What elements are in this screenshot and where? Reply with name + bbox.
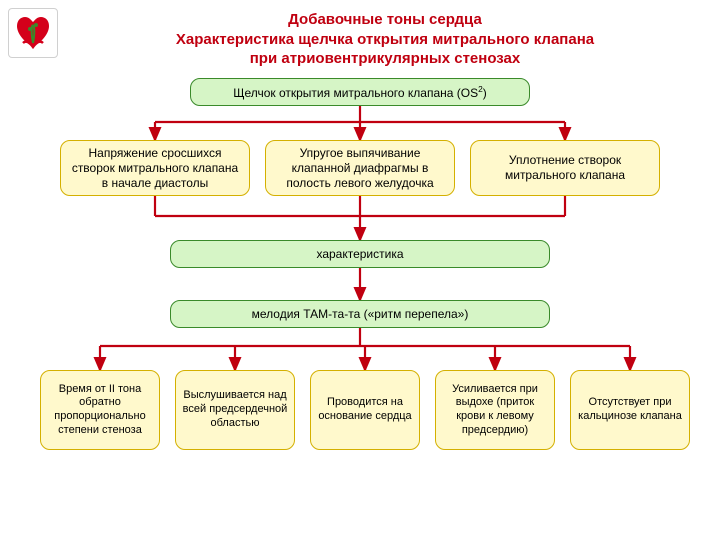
node-cause2: Упругое выпячивание клапанной диафрагмы …	[265, 140, 455, 196]
node-detail2: Выслушивается над всей предсердечной обл…	[175, 370, 295, 450]
node-root-text: Щелчок открытия митрального клапана (OS2…	[233, 84, 487, 101]
title-line3: при атриовентрикулярных стенозах	[70, 49, 700, 69]
node-melody: мелодия ТАМ-та-та («ритм перепела»)	[170, 300, 550, 328]
node-detail5: Отсутствует при кальцинозе клапана	[570, 370, 690, 450]
logo	[8, 8, 58, 58]
node-characteristic: характеристика	[170, 240, 550, 268]
title-line2: Характеристика щелчка открытия митрально…	[70, 30, 700, 50]
title-line1: Добавочные тоны сердца	[70, 10, 700, 30]
node-root: Щелчок открытия митрального клапана (OS2…	[190, 78, 530, 106]
node-detail4: Усиливается при выдохе (приток крови к л…	[435, 370, 555, 450]
node-detail1: Время от II тона обратно пропорционально…	[40, 370, 160, 450]
node-cause3: Уплотнение створок митрального клапана	[470, 140, 660, 196]
page-title: Добавочные тоны сердца Характеристика ще…	[70, 10, 700, 69]
node-cause1: Напряжение сросшихся створок митрального…	[60, 140, 250, 196]
node-detail3: Проводится на основание сердца	[310, 370, 420, 450]
